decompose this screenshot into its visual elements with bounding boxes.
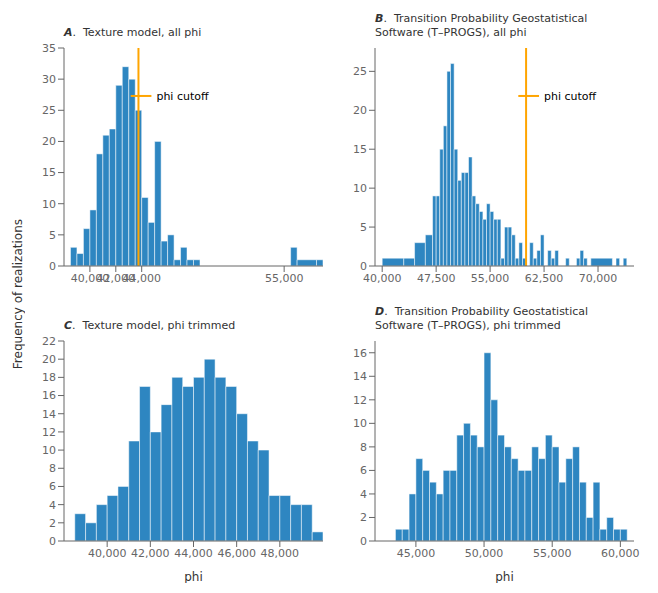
svg-text:45,000: 45,000 <box>397 546 436 559</box>
svg-text:0: 0 <box>360 534 367 547</box>
svg-text:4: 4 <box>49 498 56 511</box>
svg-text:12: 12 <box>353 393 367 406</box>
svg-text:10: 10 <box>353 182 367 195</box>
svg-text:25: 25 <box>42 104 56 117</box>
svg-text:40,000: 40,000 <box>88 546 127 559</box>
html-text:A. Texture model, all phi: A. Texture model, all phi <box>64 26 202 39</box>
svg-text:55,000: 55,000 <box>265 272 304 285</box>
svg-text:14: 14 <box>353 370 367 383</box>
svg-text:10: 10 <box>353 417 367 430</box>
svg-text:44,000: 44,000 <box>174 546 213 559</box>
svg-text:6: 6 <box>360 464 367 477</box>
html-text:C. Texture model, phi trimmed: C. Texture model, phi trimmed <box>64 318 236 332</box>
svg-text:phi: phi <box>495 570 514 583</box>
svg-text:70,000: 70,000 <box>579 272 618 285</box>
svg-text:16: 16 <box>42 389 56 402</box>
svg-text:10: 10 <box>42 198 56 211</box>
svg-text:62,500: 62,500 <box>525 272 564 285</box>
svg-text:14: 14 <box>42 407 56 420</box>
svg-text:6: 6 <box>49 480 56 493</box>
svg-text:2: 2 <box>49 516 56 529</box>
svg-text:2: 2 <box>360 511 367 524</box>
svg-text:16: 16 <box>353 346 367 359</box>
svg-text:phi cutoff: phi cutoff <box>544 90 597 103</box>
html-text:Software (T–PROGS), phi trimme: Software (T–PROGS), phi trimmed <box>375 318 561 332</box>
svg-text:42,000: 42,000 <box>96 271 136 285</box>
svg-text:5: 5 <box>49 229 56 242</box>
svg-text:42,000: 42,000 <box>131 546 170 559</box>
svg-text:0: 0 <box>360 260 367 273</box>
svg-text:60,000: 60,000 <box>601 546 640 559</box>
svg-text:48,000: 48,000 <box>261 546 300 559</box>
html-text:B. Transition Probability Geos: B. Transition Probability Geostatistical <box>375 12 588 25</box>
svg-text:4: 4 <box>360 487 367 500</box>
svg-text:50,000: 50,000 <box>465 546 504 559</box>
html-text:D. Transition Probability Geos: D. Transition Probability Geostatistical <box>375 304 589 318</box>
svg-text:30: 30 <box>42 73 56 86</box>
svg-text:8: 8 <box>49 462 56 475</box>
svg-text:0: 0 <box>49 534 56 547</box>
svg-text:20: 20 <box>42 135 56 148</box>
svg-text:15: 15 <box>353 143 367 156</box>
svg-text:44,000: 44,000 <box>122 272 161 285</box>
svg-text:phi cutoff: phi cutoff <box>156 90 209 103</box>
svg-text:5: 5 <box>360 221 367 234</box>
svg-text:47,500: 47,500 <box>417 272 456 285</box>
svg-text:40,000: 40,000 <box>363 272 402 285</box>
svg-text:18: 18 <box>42 371 56 384</box>
svg-text:0: 0 <box>49 260 56 273</box>
svg-text:25: 25 <box>353 65 367 78</box>
svg-text:12: 12 <box>42 425 56 438</box>
svg-text:46,000: 46,000 <box>217 546 256 559</box>
svg-text:phi: phi <box>184 570 203 583</box>
html-text:Software (T–PROGS), all phi: Software (T–PROGS), all phi <box>375 26 527 39</box>
svg-text:35: 35 <box>42 42 56 55</box>
svg-text:20: 20 <box>42 353 56 366</box>
svg-text:8: 8 <box>360 440 367 453</box>
svg-text:40,000: 40,000 <box>70 271 110 285</box>
svg-text:22: 22 <box>42 334 56 347</box>
svg-text:55,000: 55,000 <box>533 546 572 559</box>
svg-text:20: 20 <box>353 104 367 117</box>
svg-text:10: 10 <box>42 443 56 456</box>
svg-text:55,000: 55,000 <box>471 272 510 285</box>
svg-text:15: 15 <box>42 166 56 179</box>
html-text:Frequency of realizations: Frequency of realizations <box>11 218 25 370</box>
